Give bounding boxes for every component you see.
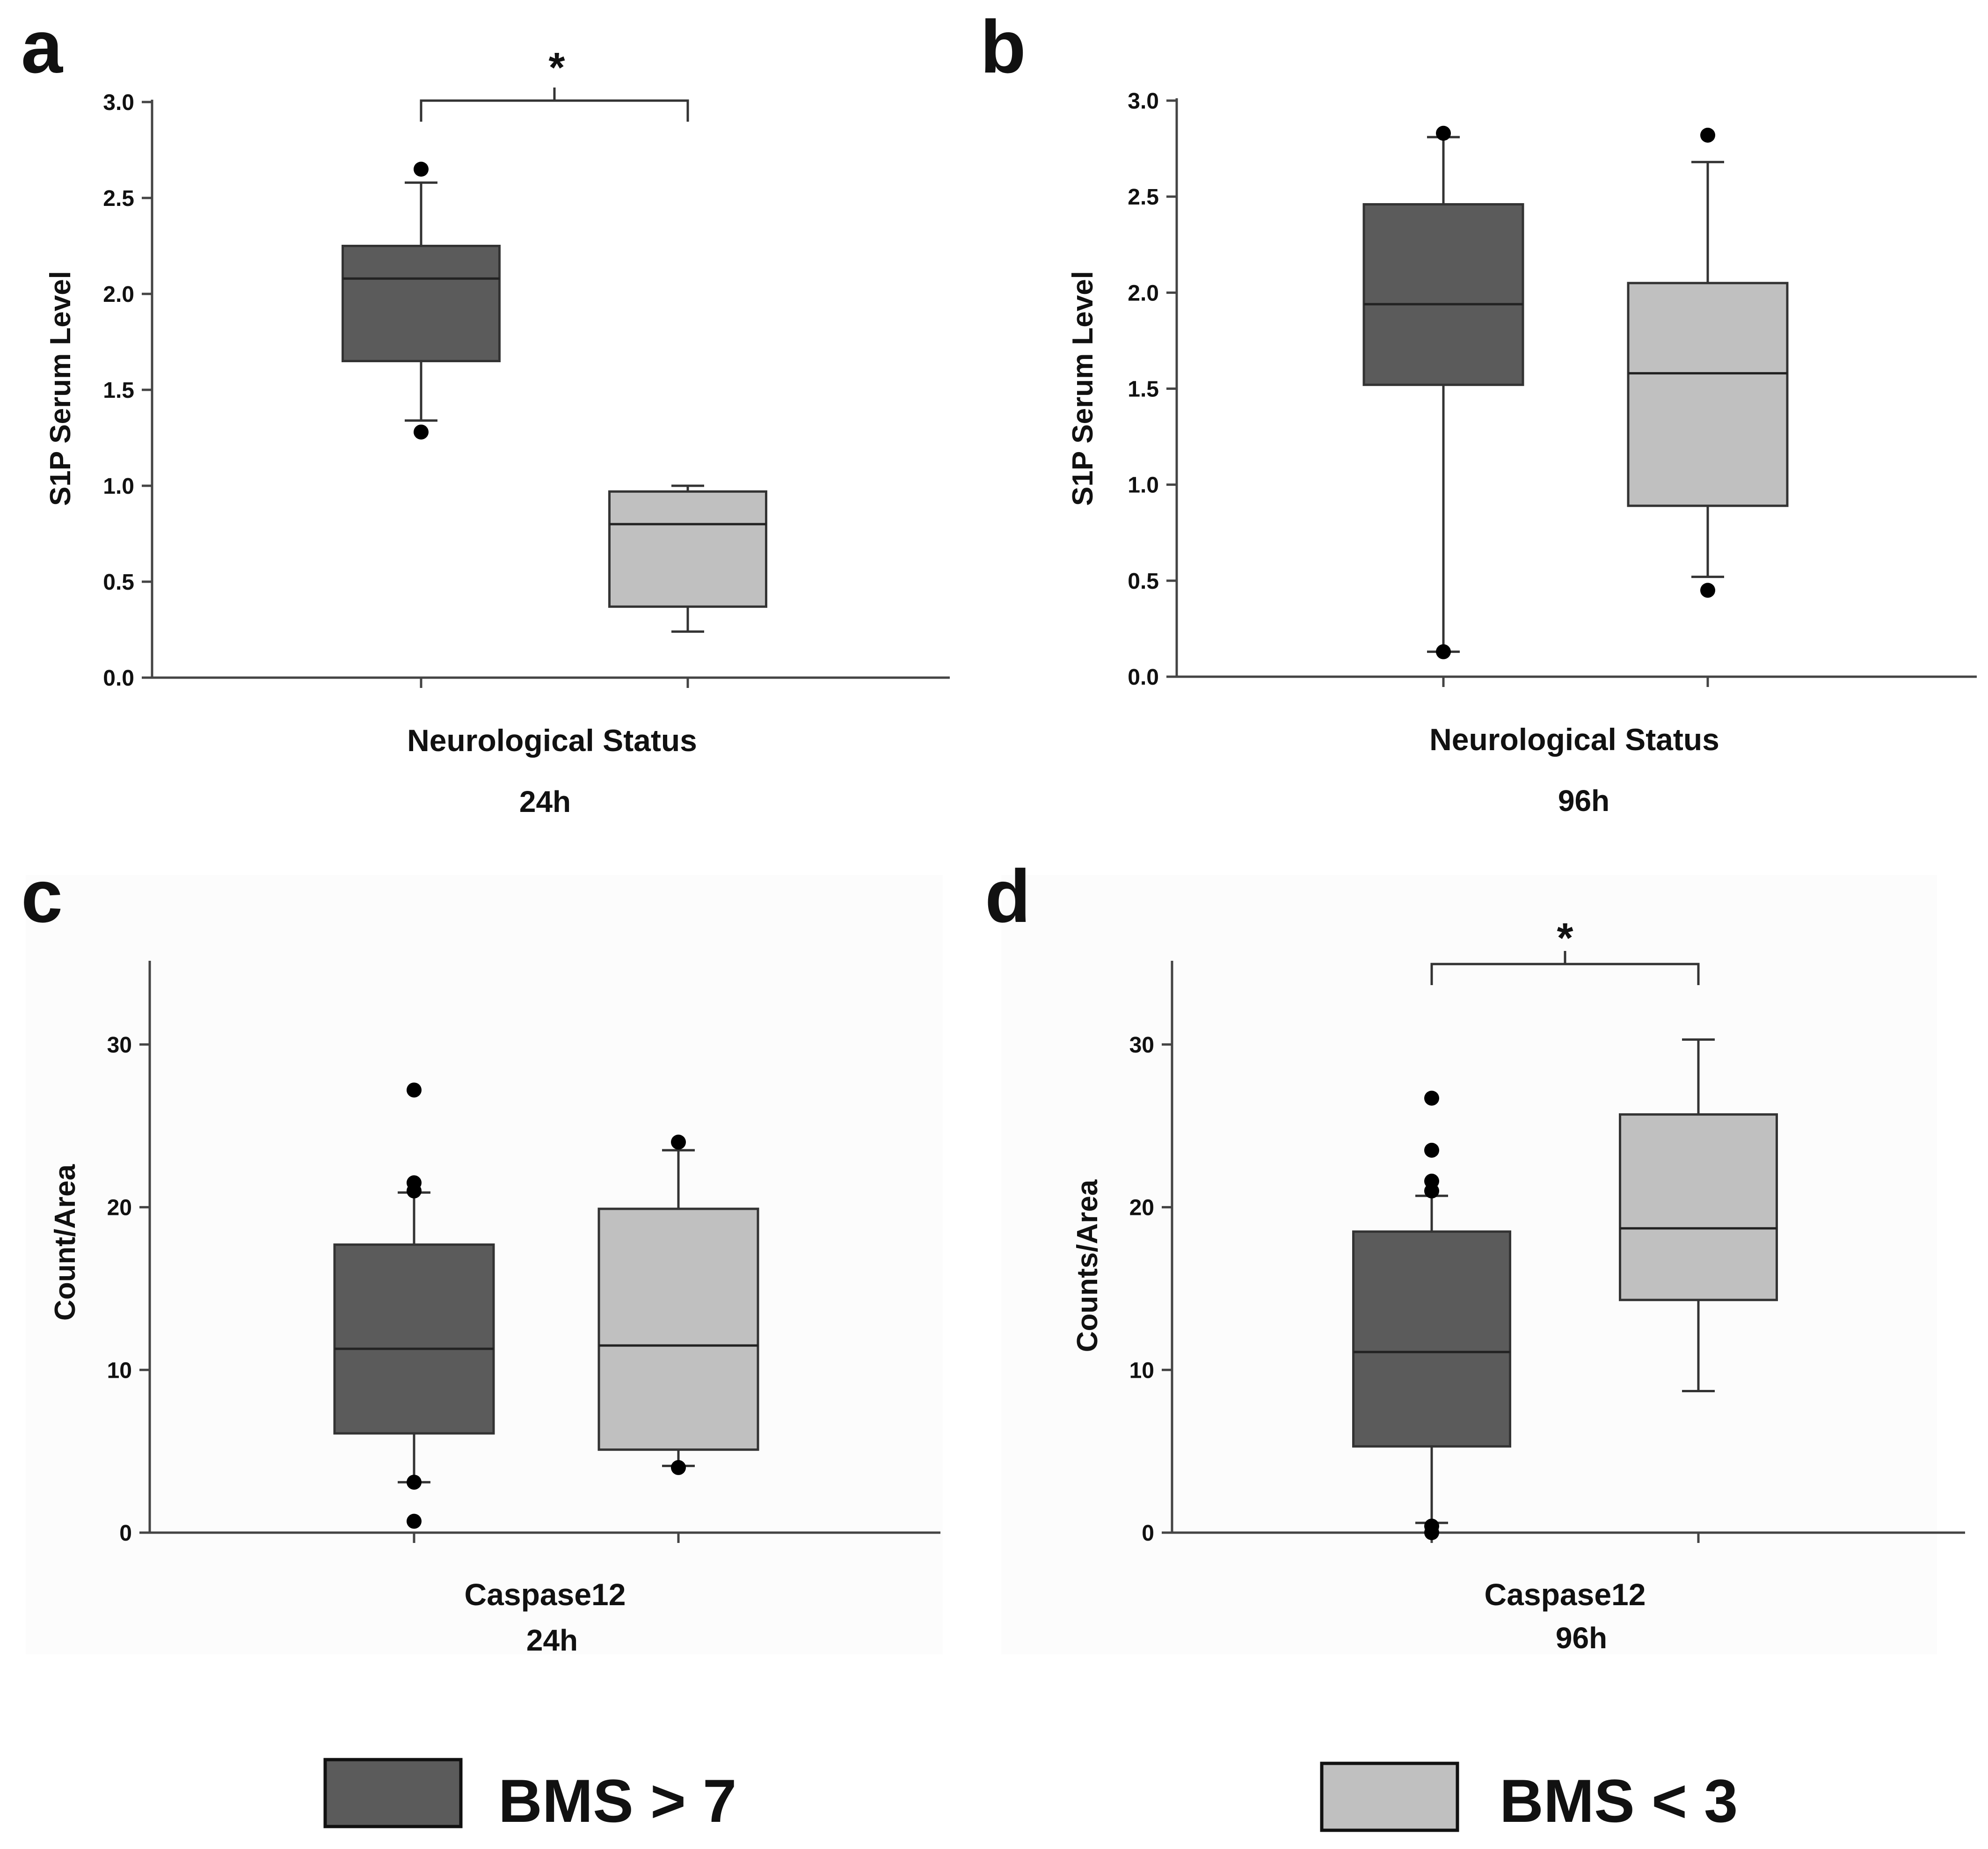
panel-a-plot: 0.0 0.5 1.0 1.5 2.0 2.5 3.0 — [103, 88, 950, 691]
panel-d-xlabel: Caspase12 — [1485, 1577, 1646, 1612]
panel-d-group-1-outlier — [1424, 1525, 1439, 1540]
panel-c-group-1-outlier — [407, 1513, 422, 1529]
panel-c: c Count/Area Caspase12 24h 0 10 20 30 — [21, 854, 940, 1657]
panel-d-ytick-label: 20 — [1129, 1196, 1154, 1220]
panel-a-ytick-label: 1.5 — [103, 378, 134, 403]
panel-a-ytick-label: 2.5 — [103, 186, 134, 211]
panel-d-ylabel: Counts/Area — [1071, 1179, 1104, 1352]
panel-c-ytick-label: 30 — [107, 1033, 132, 1058]
panel-a-group-1-outlier — [414, 424, 429, 440]
panel-a-ytick-label: 0.0 — [103, 666, 134, 691]
panel-b-ytick-label: 3.0 — [1128, 89, 1159, 114]
panel-a-subtitle: 24h — [519, 785, 571, 819]
panel-d-group-2-box — [1619, 1113, 1778, 1301]
panel-b-ytick-label: 1.5 — [1128, 377, 1159, 402]
panel-c-group-1-outlier — [407, 1475, 422, 1490]
panel-c-group-1-box — [333, 1243, 495, 1435]
panel-b-ylabel: S1P Serum Level — [1067, 271, 1099, 506]
panel-b: b S1P Serum Level Neurological Status 96… — [980, 5, 1977, 818]
panel-a-group-1-outlier — [414, 161, 429, 177]
panel-a-group-1-box — [342, 245, 501, 362]
panel-c-group-2-outlier — [671, 1134, 686, 1150]
legend-swatch-bms-gt-7 — [323, 1758, 463, 1828]
panel-c-ylabel: Count/Area — [49, 1164, 81, 1321]
panel-b-group-2-box — [1627, 282, 1789, 507]
panel-c-ytick-label: 10 — [107, 1358, 132, 1383]
panel-d-ytick-label: 10 — [1129, 1358, 1154, 1383]
panel-d-significance-bracket — [1430, 951, 1700, 985]
panel-c-xlabel: Caspase12 — [465, 1577, 626, 1612]
panel-b-subtitle: 96h — [1558, 784, 1609, 818]
panel-b-xlabel: Neurological Status — [1429, 722, 1719, 757]
panel-b-plot: 0.0 0.5 1.0 1.5 2.0 2.5 3.0 — [1128, 89, 1977, 690]
panel-a-xlabel: Neurological Status — [407, 723, 697, 758]
panel-d-group-1-box — [1352, 1230, 1511, 1448]
panel-b-ytick-label: 2.0 — [1128, 281, 1159, 306]
panel-c-group-2-box — [597, 1207, 759, 1451]
legend: BMS > 7 BMS < 3 — [323, 1758, 1738, 1835]
panel-b-ytick-label: 2.5 — [1128, 185, 1159, 210]
legend-label-bms-gt-7: BMS > 7 — [498, 1767, 736, 1835]
panel-a-letter: a — [21, 5, 63, 88]
panel-a-ytick-label: 2.0 — [103, 282, 134, 307]
panel-d-letter: d — [985, 854, 1031, 938]
panel-d-ytick-label: 30 — [1129, 1033, 1154, 1058]
panel-a-significance: * — [548, 44, 565, 91]
panel-b-ytick-label: 0.0 — [1128, 665, 1159, 690]
panel-b-group-1-outlier — [1436, 644, 1451, 659]
panel-b-group-1-box — [1362, 203, 1524, 386]
panel-b-group-1-outlier — [1436, 125, 1451, 141]
panel-b-ytick-label: 1.0 — [1128, 473, 1159, 498]
panel-c-ytick-label: 0 — [119, 1521, 132, 1546]
panel-c-ytick-label: 20 — [107, 1196, 132, 1220]
panel-d-group-1-outlier — [1424, 1142, 1439, 1158]
legend-swatch-bms-lt-3 — [1320, 1761, 1459, 1832]
panel-c-group-1-outlier — [407, 1082, 422, 1098]
panel-b-group-2-outlier — [1700, 583, 1715, 598]
panel-a-ytick-label: 1.0 — [103, 474, 134, 499]
panel-d-subtitle: 96h — [1556, 1621, 1607, 1655]
panel-b-letter: b — [980, 5, 1026, 88]
panel-a-ylabel: S1P Serum Level — [44, 271, 77, 506]
panel-c-group-2-outlier — [671, 1460, 686, 1475]
panel-b-group-2-outlier — [1700, 127, 1715, 143]
panel-b-ytick-label: 0.5 — [1128, 569, 1159, 594]
panel-a-group-2-box — [608, 490, 767, 608]
panel-c-plot: 0 10 20 30 — [107, 961, 940, 1546]
panel-a: a S1P Serum Level Neurological Status 24… — [21, 5, 950, 819]
panel-c-group-1-outlier — [407, 1183, 422, 1199]
panel-d-group-1-outlier — [1424, 1090, 1439, 1106]
panel-c-subtitle: 24h — [526, 1623, 578, 1657]
panel-a-ytick-label: 3.0 — [103, 90, 134, 115]
legend-label-bms-lt-3: BMS < 3 — [1500, 1767, 1738, 1835]
panel-d-plot: 0 10 20 30 — [1129, 951, 1965, 1546]
panel-a-ytick-label: 0.5 — [103, 570, 134, 595]
panel-c-letter: c — [21, 854, 63, 938]
panel-d-group-1-outlier — [1424, 1183, 1439, 1199]
panel-d-ytick-label: 0 — [1142, 1521, 1154, 1546]
panel-a-significance-bracket — [420, 88, 689, 122]
